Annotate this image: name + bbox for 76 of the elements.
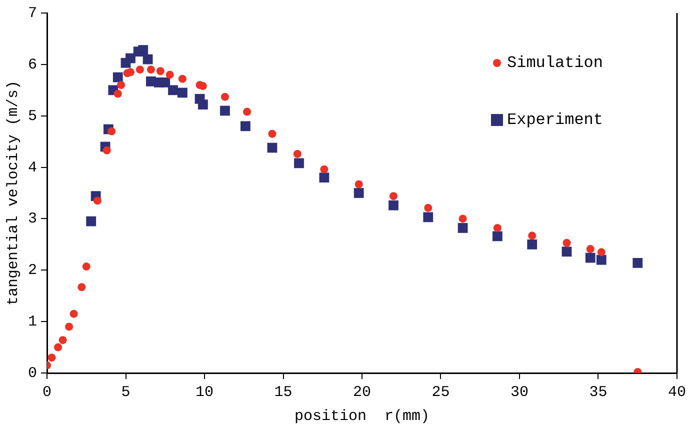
point xyxy=(142,54,153,64)
point xyxy=(390,192,398,200)
y-tick-label: 4 xyxy=(28,159,37,176)
point xyxy=(117,81,126,89)
point xyxy=(424,204,432,212)
point xyxy=(138,45,148,55)
point xyxy=(178,88,188,98)
y-axis-title: tangential velocity (m/s) xyxy=(4,80,22,306)
point xyxy=(146,66,155,74)
legend-label: Experiment xyxy=(507,111,604,130)
point xyxy=(78,283,86,292)
point xyxy=(458,223,468,233)
point xyxy=(388,200,398,210)
point xyxy=(54,343,62,352)
point xyxy=(166,70,174,79)
x-tick-label: 30 xyxy=(510,384,529,401)
point xyxy=(112,72,123,82)
point xyxy=(597,248,606,256)
point xyxy=(108,127,116,136)
point xyxy=(160,77,170,88)
point xyxy=(126,53,136,64)
point xyxy=(136,66,144,74)
point xyxy=(48,354,56,362)
x-axis-title: position r(mm) xyxy=(294,408,430,425)
y-tick-label: 6 xyxy=(28,56,37,74)
y-tick-label: 5 xyxy=(28,108,37,125)
point xyxy=(493,224,502,232)
point xyxy=(492,231,502,242)
point xyxy=(354,180,363,188)
x-tick-label: 25 xyxy=(432,384,450,401)
point xyxy=(268,130,276,138)
x-tick-label: 20 xyxy=(352,384,372,401)
y-tick-label: 1 xyxy=(28,314,37,331)
point xyxy=(293,150,302,158)
point xyxy=(86,216,96,226)
point xyxy=(102,146,111,154)
point xyxy=(320,165,328,174)
point xyxy=(93,196,102,205)
point xyxy=(65,322,74,331)
point xyxy=(243,108,252,116)
point xyxy=(423,212,434,222)
point xyxy=(319,172,330,183)
x-tick-label: 0 xyxy=(42,384,52,401)
point xyxy=(168,85,178,96)
point xyxy=(114,90,122,98)
x-tick-label: 15 xyxy=(274,384,292,401)
point xyxy=(294,158,304,168)
point xyxy=(586,245,594,254)
x-tick-label: 35 xyxy=(589,384,608,401)
x-tick-label: 5 xyxy=(121,384,130,401)
point xyxy=(458,214,467,223)
point xyxy=(240,121,250,132)
y-tick-label: 3 xyxy=(28,210,37,228)
point xyxy=(198,100,208,110)
legend-label: Simulation xyxy=(507,54,604,72)
point xyxy=(220,92,229,101)
point xyxy=(527,239,538,250)
point xyxy=(220,106,230,116)
point xyxy=(562,246,572,257)
point xyxy=(632,258,643,268)
point xyxy=(267,142,278,153)
point xyxy=(156,67,164,76)
point xyxy=(596,254,606,265)
y-tick-label: 7 xyxy=(28,4,37,22)
point xyxy=(562,238,571,247)
point xyxy=(58,336,67,344)
point xyxy=(585,252,596,263)
x-tick-label: 10 xyxy=(195,384,214,401)
point xyxy=(70,310,78,318)
y-tick-label: 2 xyxy=(28,262,37,280)
point xyxy=(82,262,90,271)
x-tick-label: 40 xyxy=(668,384,686,401)
y-tick-label: 0 xyxy=(28,364,37,382)
point xyxy=(354,188,364,198)
point xyxy=(528,232,536,240)
point xyxy=(178,74,186,83)
